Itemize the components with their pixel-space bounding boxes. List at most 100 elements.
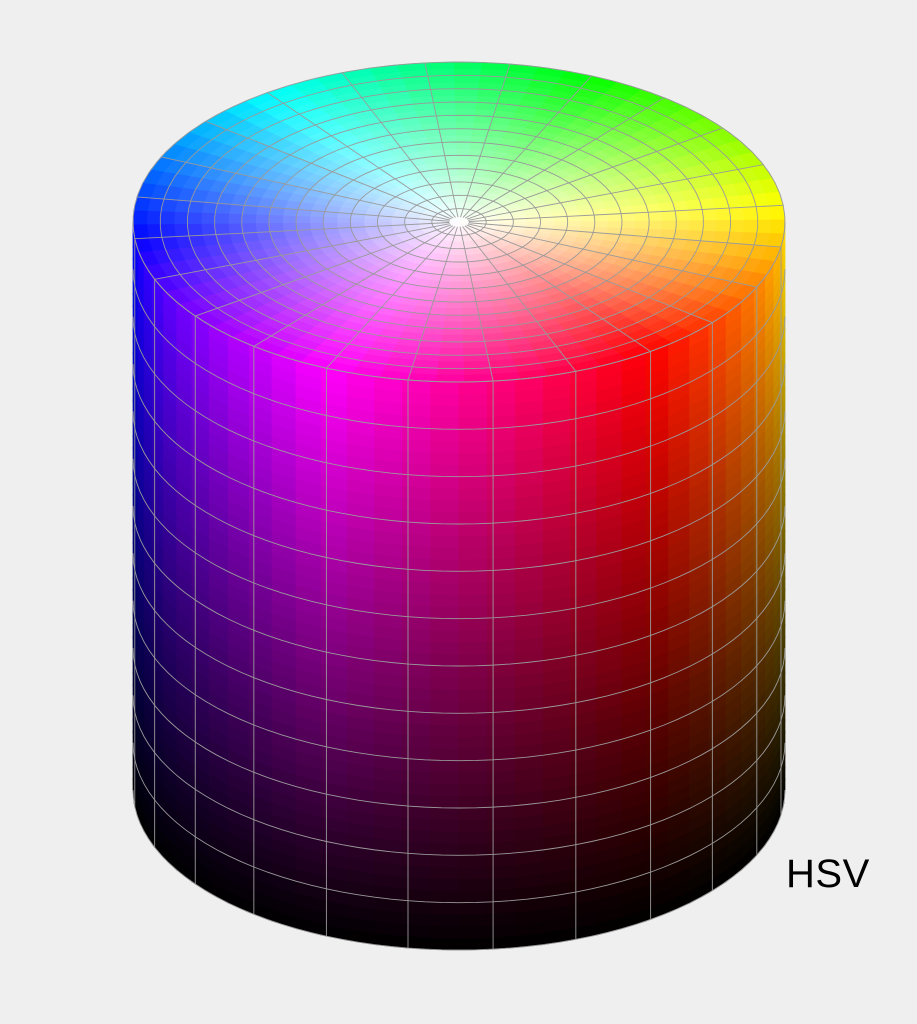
side-color-cell bbox=[458, 617, 488, 631]
side-color-cell bbox=[430, 499, 460, 513]
top-color-cell bbox=[173, 211, 189, 225]
side-color-cell bbox=[487, 746, 516, 761]
top-color-cell bbox=[309, 216, 324, 224]
top-color-cell bbox=[241, 214, 257, 225]
side-color-cell bbox=[402, 604, 431, 619]
side-color-cell bbox=[487, 840, 516, 856]
top-color-cell bbox=[453, 81, 480, 90]
side-color-cell bbox=[487, 485, 516, 501]
top-color-cell bbox=[445, 308, 463, 316]
side-color-cell bbox=[402, 462, 431, 477]
top-color-cell bbox=[743, 219, 759, 233]
top-color-cell bbox=[457, 188, 465, 196]
top-color-cell bbox=[452, 61, 483, 70]
top-color-cell bbox=[450, 274, 462, 283]
top-color-cell bbox=[454, 94, 478, 103]
side-color-cell bbox=[458, 736, 488, 750]
side-color-cell bbox=[458, 830, 488, 844]
side-color-cell bbox=[487, 686, 516, 702]
top-color-cell bbox=[620, 212, 636, 221]
side-color-cell bbox=[402, 544, 431, 560]
side-color-cell bbox=[430, 523, 460, 537]
top-color-cell bbox=[451, 261, 462, 270]
side-color-cell bbox=[458, 381, 488, 395]
top-color-cell bbox=[661, 219, 677, 230]
side-color-cell bbox=[402, 734, 431, 749]
side-color-cell bbox=[458, 724, 488, 738]
side-color-cell bbox=[402, 438, 431, 453]
side-color-cell bbox=[430, 452, 460, 466]
top-color-cell bbox=[688, 219, 704, 231]
side-color-cell bbox=[458, 534, 488, 549]
top-color-cell bbox=[268, 223, 284, 233]
side-color-cell bbox=[458, 428, 488, 442]
top-color-cell bbox=[254, 223, 271, 233]
side-color-cell bbox=[402, 686, 431, 702]
side-color-cell bbox=[458, 629, 488, 643]
side-color-cell bbox=[458, 854, 488, 868]
side-color-cell bbox=[430, 416, 460, 430]
top-color-cell bbox=[437, 121, 457, 130]
top-color-cell bbox=[580, 220, 596, 228]
top-color-cell bbox=[715, 207, 732, 221]
top-color-cell bbox=[444, 154, 458, 163]
top-color-cell bbox=[431, 94, 456, 104]
top-color-cell bbox=[456, 148, 470, 156]
top-color-cell bbox=[282, 223, 298, 232]
top-color-cell bbox=[648, 219, 664, 230]
side-color-cell bbox=[487, 911, 516, 927]
side-color-cell bbox=[402, 888, 431, 903]
top-color-cell bbox=[430, 88, 455, 97]
top-color-cell bbox=[146, 210, 162, 226]
side-color-cell bbox=[402, 864, 431, 879]
top-color-cell bbox=[159, 224, 176, 238]
top-color-cell bbox=[200, 212, 216, 225]
top-color-cell bbox=[462, 321, 483, 330]
side-color-cell bbox=[487, 793, 516, 808]
top-color-cell bbox=[241, 223, 257, 234]
top-color-cell bbox=[349, 217, 365, 224]
side-color-cell bbox=[402, 592, 431, 607]
side-color-cell bbox=[458, 570, 488, 584]
side-color-cell bbox=[430, 428, 460, 442]
top-color-cell bbox=[295, 216, 311, 224]
side-color-cell bbox=[458, 605, 488, 620]
top-color-cell bbox=[463, 354, 490, 363]
side-color-cell bbox=[402, 746, 431, 761]
side-color-cell bbox=[458, 795, 488, 809]
side-color-cell bbox=[487, 923, 516, 938]
side-color-cell bbox=[430, 724, 460, 738]
side-color-cell bbox=[487, 497, 516, 512]
side-color-cell bbox=[487, 888, 516, 903]
top-color-cell bbox=[456, 168, 467, 176]
top-color-cell bbox=[526, 220, 541, 226]
top-color-cell bbox=[441, 334, 464, 343]
top-color-cell bbox=[462, 327, 484, 336]
side-color-cell bbox=[458, 807, 488, 821]
top-color-cell bbox=[455, 134, 472, 143]
top-color-cell bbox=[453, 75, 481, 83]
side-color-cell bbox=[487, 935, 516, 950]
side-color-cell bbox=[430, 901, 460, 915]
side-color-cell bbox=[458, 889, 488, 904]
top-color-cell bbox=[607, 213, 623, 222]
top-color-cell bbox=[621, 220, 636, 229]
top-color-cell bbox=[214, 213, 230, 225]
side-color-cell bbox=[402, 698, 431, 714]
side-color-cell bbox=[458, 475, 488, 489]
top-color-cell bbox=[469, 135, 488, 144]
side-color-cell bbox=[458, 866, 488, 880]
side-color-cell bbox=[402, 876, 431, 891]
top-color-cell bbox=[454, 108, 476, 116]
top-color-cell bbox=[455, 128, 473, 136]
top-color-cell bbox=[448, 288, 462, 296]
side-color-cell bbox=[402, 580, 431, 595]
side-color-cell bbox=[487, 544, 516, 560]
side-color-cell bbox=[430, 665, 460, 679]
side-color-cell bbox=[430, 771, 460, 785]
top-color-cell bbox=[436, 367, 465, 376]
side-color-cell bbox=[458, 582, 488, 596]
side-color-cell bbox=[430, 487, 460, 501]
top-color-cell bbox=[433, 101, 456, 110]
side-color-cell bbox=[402, 923, 431, 938]
